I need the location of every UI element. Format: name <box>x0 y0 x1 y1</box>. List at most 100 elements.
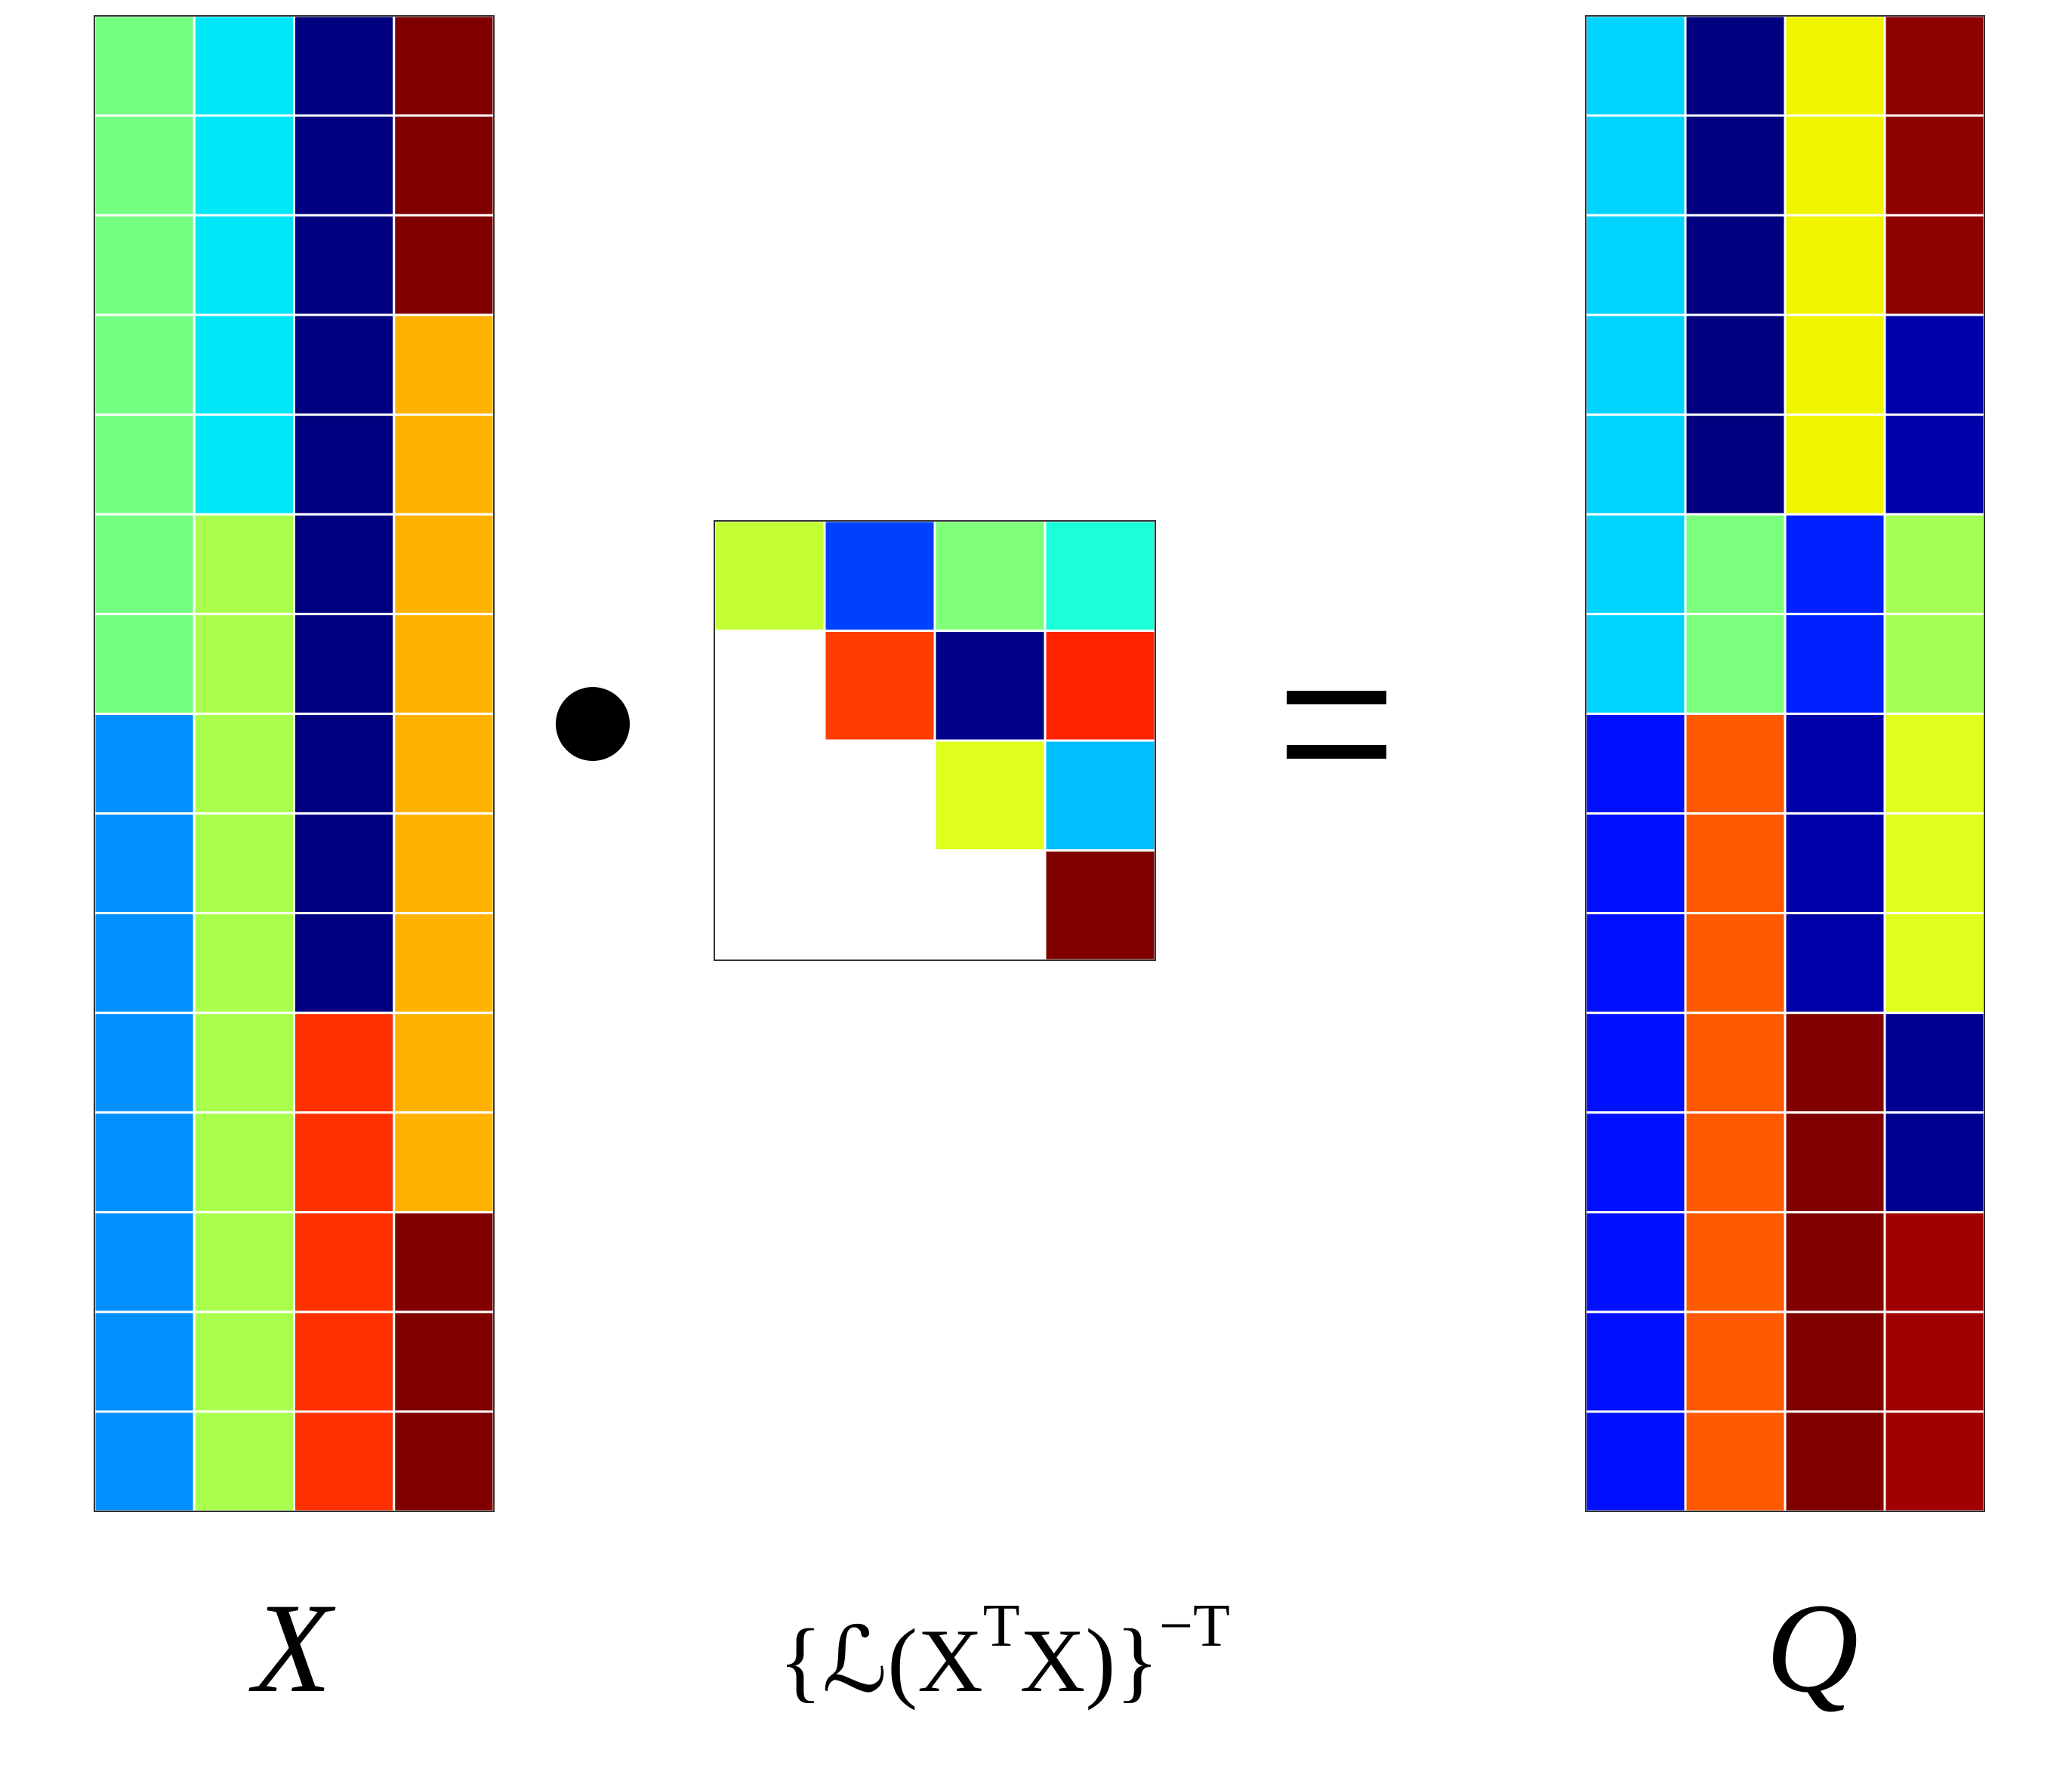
matrix-cell <box>293 1410 396 1513</box>
matrix-cell <box>93 313 196 416</box>
matrix-cell <box>193 1111 295 1214</box>
matrix-cell <box>193 812 295 915</box>
matrix-cell <box>93 1311 196 1413</box>
matrix-cell <box>1784 612 1886 715</box>
matrix-cell <box>1584 812 1687 915</box>
matrix-cell <box>93 413 196 516</box>
matrix-label: {ℒ(XTX)}−T <box>779 1593 1230 1711</box>
matrix-cell <box>1784 1311 1886 1413</box>
matrix-cell <box>1044 519 1157 632</box>
matrix-cell <box>1584 313 1687 416</box>
matrix-cell <box>1684 1410 1787 1513</box>
matrix-cell <box>1784 1211 1886 1314</box>
matrix-cell <box>93 612 196 715</box>
matrix-cell <box>293 1211 396 1314</box>
matrix-cell <box>1584 214 1687 316</box>
matrix-cell <box>1584 1012 1687 1114</box>
matrix-cell <box>1584 114 1687 217</box>
matrix-cell <box>1883 1012 1986 1114</box>
matrix-cell <box>393 1111 495 1214</box>
matrix-cell <box>1784 313 1886 416</box>
matrix-cell <box>1684 513 1787 615</box>
matrix-cell <box>1784 1410 1886 1513</box>
matrix-cell <box>1784 1012 1886 1114</box>
matrix-cell <box>193 313 295 416</box>
matrix-cell <box>1684 114 1787 217</box>
matrix-cell <box>393 1311 495 1413</box>
matrix-cell <box>293 712 396 815</box>
matrix-label: X <box>248 1577 336 1719</box>
equals-bar <box>1287 691 1386 704</box>
matrix-cell <box>1684 1211 1787 1314</box>
matrix-cell <box>293 1111 396 1214</box>
matrix-cell <box>1684 712 1787 815</box>
matrix-border <box>94 15 495 1512</box>
matrix-label: Q <box>1766 1577 1859 1719</box>
matrix-cell <box>393 313 495 416</box>
matrix-cell <box>1584 1111 1687 1214</box>
matrix-cell <box>293 313 396 416</box>
matrix-cell <box>193 214 295 316</box>
matrix-cell <box>1044 630 1157 742</box>
matrix-cell <box>1883 912 1986 1015</box>
matrix-cell <box>293 513 396 615</box>
matrix-cell <box>1584 413 1687 516</box>
matrix-cell <box>193 712 295 815</box>
matrix-cell <box>1684 413 1787 516</box>
matrix-cell <box>393 513 495 615</box>
matrix-cell <box>293 1012 396 1114</box>
matrix-cell <box>93 712 196 815</box>
matrix-cell <box>393 114 495 217</box>
matrix-cell <box>1883 712 1986 815</box>
matrix-cell <box>1883 413 1986 516</box>
matrix-cell <box>93 14 196 117</box>
matrix-cell <box>1784 513 1886 615</box>
matrix-cell <box>393 912 495 1015</box>
matrix-cell <box>393 612 495 715</box>
matrix-cell <box>1044 849 1157 962</box>
equals-bar <box>1287 745 1386 759</box>
matrix-cell <box>93 114 196 217</box>
matrix-cell <box>1584 513 1687 615</box>
matrix-cell <box>1883 513 1986 615</box>
matrix-cell <box>1883 812 1986 915</box>
matrix-cell <box>1684 812 1787 915</box>
matrix-cell <box>1784 14 1886 117</box>
matrix-cell <box>293 812 396 915</box>
matrix-cell <box>1784 413 1886 516</box>
matrix-cell <box>193 1012 295 1114</box>
matrix-cell <box>193 912 295 1015</box>
matrix-border <box>1585 15 1985 1512</box>
dot-operator <box>556 687 630 761</box>
matrix-cell <box>1684 612 1787 715</box>
matrix-cell <box>393 1211 495 1314</box>
matrix-cell <box>293 214 396 316</box>
matrix-cell <box>193 1211 295 1314</box>
matrix-cell <box>193 1410 295 1513</box>
matrix-cell <box>1684 313 1787 416</box>
matrix-cell <box>393 712 495 815</box>
matrix-cell <box>93 812 196 915</box>
matrix-cell <box>1784 812 1886 915</box>
matrix-cell <box>1684 1111 1787 1214</box>
matrix-cell <box>193 1311 295 1413</box>
matrix-cell <box>1784 1111 1886 1214</box>
matrix-cell <box>293 1311 396 1413</box>
matrix-cell <box>293 14 396 117</box>
matrix-cell <box>93 912 196 1015</box>
matrix-cell <box>823 630 936 742</box>
matrix-cell <box>823 519 936 632</box>
matrix-cell <box>393 413 495 516</box>
matrix-cell <box>1883 1211 1986 1314</box>
label-part: {ℒ(X <box>779 1610 983 1711</box>
matrix-cell <box>93 1111 196 1214</box>
matrix-cell <box>293 612 396 715</box>
matrix-cell <box>93 1012 196 1114</box>
matrix-cell <box>1044 739 1157 852</box>
matrix-cell <box>1883 1111 1986 1214</box>
matrix-cell <box>1584 612 1687 715</box>
matrix-cell <box>293 912 396 1015</box>
label-sup: T <box>983 1593 1020 1659</box>
matrix-cell <box>1584 712 1687 815</box>
